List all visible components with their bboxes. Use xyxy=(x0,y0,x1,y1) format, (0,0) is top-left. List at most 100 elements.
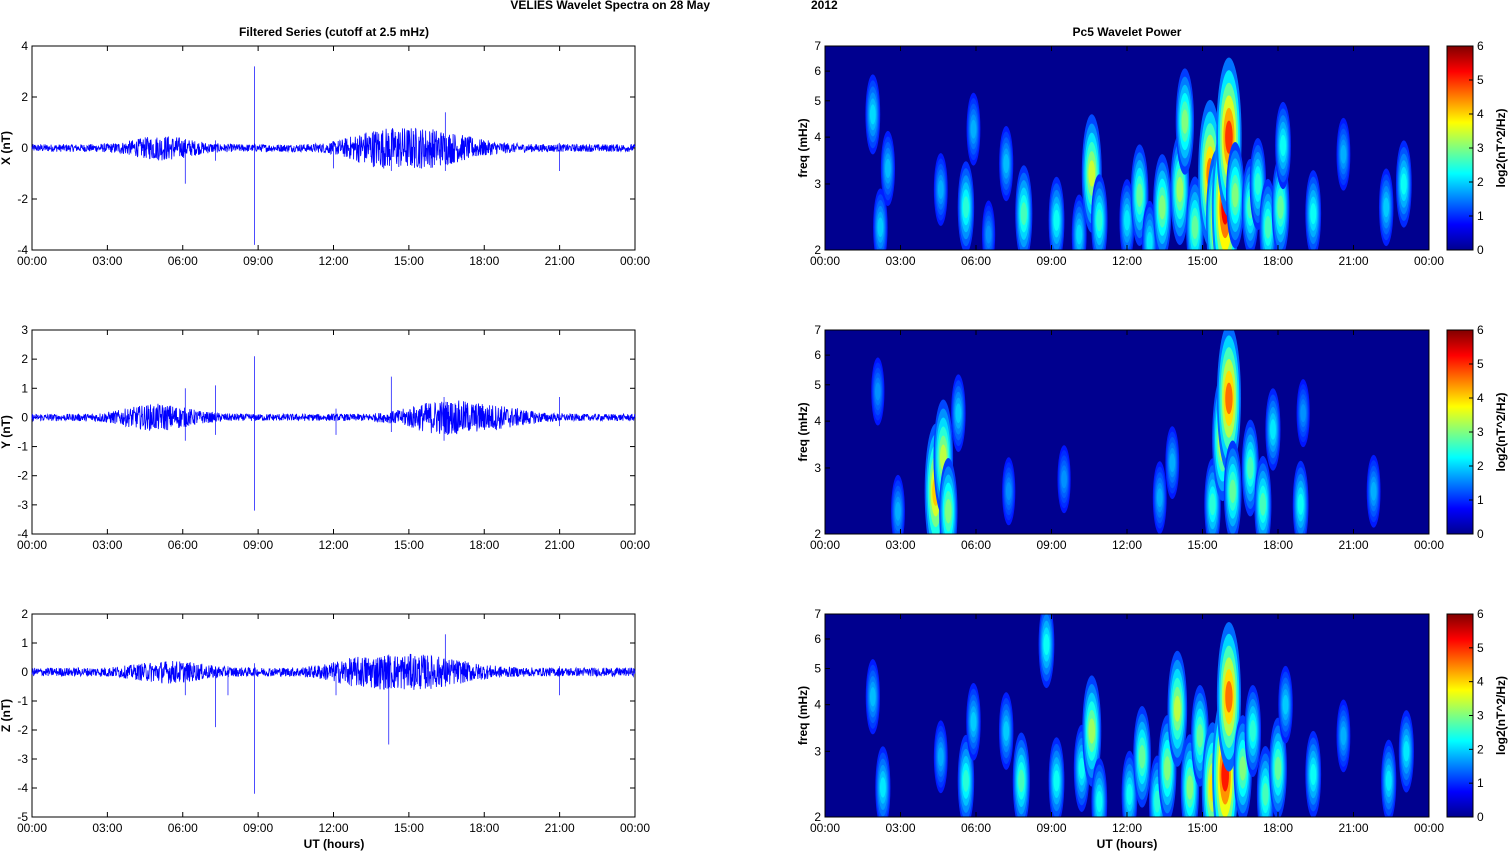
wavelet-y-blob xyxy=(1229,479,1236,504)
wavelet-y-blob xyxy=(1370,481,1377,501)
filtered-z-ytick-label: -1 xyxy=(17,694,28,708)
wavelet-z-blob xyxy=(1138,744,1146,769)
wavelet-z-blob xyxy=(1239,756,1246,781)
wavelet-z-blob xyxy=(1385,770,1392,792)
filtered-z-ytick-label: 0 xyxy=(21,665,28,679)
filtered-y-ytick-label: -2 xyxy=(17,469,28,483)
filtered-y-xtick-label: 00:00 xyxy=(620,538,650,552)
wavelet-y-colorbar-tick-label: 2 xyxy=(1477,459,1484,473)
filtered-y-ytick-label: -1 xyxy=(17,440,28,454)
wavelet-y-xtick-label: 00:00 xyxy=(810,538,840,552)
wavelet-z-blob xyxy=(869,687,876,707)
wavelet-y-blob xyxy=(1225,382,1233,415)
wavelet-y-colorbar-tick-label: 6 xyxy=(1477,323,1484,337)
wavelet-z-blob xyxy=(970,711,977,732)
filtered-x-xtick-label: 00:00 xyxy=(620,254,650,268)
wavelet-x-colorbar-tick-label: 6 xyxy=(1477,39,1484,53)
filtered-y-xtick-label: 09:00 xyxy=(243,538,273,552)
wavelet-x-xtick-label: 15:00 xyxy=(1187,254,1217,268)
wavelet-x-blob xyxy=(937,180,944,199)
wavelet-z-blob xyxy=(1186,775,1194,800)
wavelet-z-blob xyxy=(1126,783,1133,805)
wavelet-z-xtick-label: 21:00 xyxy=(1338,821,1368,835)
wavelet-x-colorbar-tick-label: 3 xyxy=(1477,141,1484,155)
wavelet-x-blob xyxy=(1124,210,1130,231)
wavelet-x-colorbar-tick-label: 4 xyxy=(1477,107,1484,121)
filtered-x-series-line xyxy=(31,127,636,169)
wavelet-x-colorbar-tick-label: 2 xyxy=(1477,175,1484,189)
wavelet-z-ytick-label: 4 xyxy=(814,698,821,712)
wavelet-y-blob xyxy=(1209,493,1216,516)
filtered-y-ytick-label: 1 xyxy=(21,381,28,395)
filtered-z-xtick-label: 18:00 xyxy=(469,821,499,835)
wavelet-z-blob xyxy=(1096,790,1103,813)
filtered-y-axes xyxy=(31,329,636,535)
filtered-y-ytick-label: 3 xyxy=(21,323,28,337)
panels: 420-2-400:00 03:00 06:00 09:00 12:00 15:00 18:… xyxy=(0,39,1508,835)
wavelet-x-colorbar-tick-label: 0 xyxy=(1477,243,1484,257)
wavelet-x-xtick-label: 12:00 xyxy=(1112,254,1142,268)
wavelet-x-xtick-label: 18:00 xyxy=(1263,254,1293,268)
wavelet-x-blob xyxy=(1280,134,1287,157)
wavelet-y-blob xyxy=(1005,482,1012,501)
wavelet-x-blob xyxy=(1159,195,1166,220)
wavelet-y-blobs xyxy=(871,330,1381,534)
wavelet-x-xtick-label: 00:00 xyxy=(810,254,840,268)
wavelet-z-blob xyxy=(1164,756,1171,781)
wavelet-z-blob xyxy=(1043,633,1050,656)
wavelet-y-background xyxy=(825,330,1429,534)
wavelet-x-ytick-label: 2 xyxy=(814,243,821,257)
wavelet-x-colorbar-tick-label: 5 xyxy=(1477,73,1484,87)
wavelet-y-ytick-label: 3 xyxy=(814,461,821,475)
filtered-z-ytick-label: -3 xyxy=(17,752,28,766)
wavelet-z-ytick-label: 6 xyxy=(814,632,821,646)
filtered-z-ytick-label: -5 xyxy=(17,810,28,824)
wavelet-y-blob xyxy=(1061,470,1067,489)
wavelet-x-blob xyxy=(1088,160,1096,187)
wavelet-z-xtick-label: 00:00 xyxy=(1414,821,1444,835)
wavelet-x-blob xyxy=(1181,109,1189,134)
filtered-x-ytick-label: 4 xyxy=(21,39,28,53)
filtered-z-xtick-label: 00:00 xyxy=(620,821,650,835)
figure-title-year: 2012 xyxy=(811,0,838,12)
wavelet-z-colorbar-tick-label: 0 xyxy=(1477,810,1484,824)
wavelet-z-blob xyxy=(1174,695,1181,722)
wavelet-y-colorbar-tick-label: 4 xyxy=(1477,391,1484,405)
filtered-x-xtick-label: 12:00 xyxy=(318,254,348,268)
wavelet-y-blob xyxy=(895,501,901,521)
filtered-y-xtick-label: 06:00 xyxy=(168,538,198,552)
wavelet-y-blob xyxy=(1247,456,1254,480)
wavelet-y-colorbar-tick-label: 3 xyxy=(1477,425,1484,439)
filtered-y-ylabel: Y (nT) xyxy=(0,415,13,449)
wavelet-z-xtick-label: 15:00 xyxy=(1187,821,1217,835)
wavelet-x-blob xyxy=(885,158,891,179)
filtered-y-ytick-label: -4 xyxy=(17,527,28,541)
wavelet-z-blob xyxy=(1225,680,1233,713)
wavelet-x-colorbar xyxy=(1446,45,1474,251)
figure-title: VELIES Wavelet Spectra on 28 May xyxy=(510,0,710,12)
wavelet-z-blob xyxy=(1018,769,1025,793)
filtered-x-ytick-label: 0 xyxy=(21,141,28,155)
wavelet-x-ytick-label: 4 xyxy=(814,130,821,144)
wavelet-x-blob xyxy=(970,119,977,139)
wavelet-z-ytick-label: 2 xyxy=(814,810,821,824)
wavelet-y-blob xyxy=(945,499,952,524)
wavelet-x-blob xyxy=(1232,183,1239,208)
wavelet-y-xtick-label: 12:00 xyxy=(1112,538,1142,552)
filtered-z-xtick-label: 12:00 xyxy=(318,821,348,835)
wavelet-x-blob xyxy=(1191,215,1199,240)
wavelet-z-blob xyxy=(1310,763,1317,786)
filtered-z-ytick-label: 2 xyxy=(21,607,28,621)
filtered-y-xtick-label: 12:00 xyxy=(318,538,348,552)
filtered-y-xtick-label: 15:00 xyxy=(394,538,424,552)
wavelet-y-colorbar-tick-label: 1 xyxy=(1477,493,1484,507)
wavelet-y-ytick-label: 6 xyxy=(814,348,821,362)
wavelet-z-blob xyxy=(1262,782,1269,806)
wavelet-x-xtick-label: 21:00 xyxy=(1338,254,1368,268)
wavelet-x-blob xyxy=(1136,183,1143,208)
wavelet-x-ylabel: freq (mHz) xyxy=(796,118,810,177)
wavelet-y-blob xyxy=(955,403,962,423)
